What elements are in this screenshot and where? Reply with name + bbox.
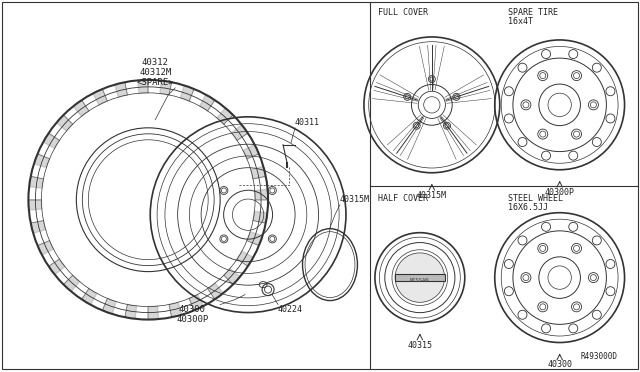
Text: SPARE TIRE: SPARE TIRE	[508, 8, 557, 17]
Text: 16X6.5JJ: 16X6.5JJ	[508, 203, 548, 212]
Polygon shape	[102, 298, 116, 314]
Polygon shape	[237, 251, 253, 266]
Text: 40315M: 40315M	[417, 191, 447, 200]
Text: <SPARE>: <SPARE>	[136, 78, 174, 87]
Polygon shape	[31, 221, 45, 233]
Text: FULL COVER: FULL COVER	[378, 8, 428, 17]
Text: R493000D: R493000D	[580, 353, 618, 362]
Text: 40312: 40312	[142, 58, 169, 67]
Polygon shape	[169, 302, 182, 317]
Polygon shape	[253, 211, 268, 223]
Polygon shape	[63, 275, 79, 292]
Polygon shape	[232, 125, 248, 140]
Text: 40300: 40300	[179, 305, 205, 314]
Polygon shape	[115, 82, 127, 97]
Text: 40300P: 40300P	[545, 188, 575, 197]
Text: 40300P: 40300P	[176, 315, 208, 324]
Polygon shape	[255, 189, 268, 200]
Text: 40224: 40224	[278, 305, 303, 314]
Polygon shape	[34, 154, 49, 167]
Polygon shape	[93, 89, 108, 105]
Polygon shape	[148, 306, 159, 320]
Polygon shape	[73, 100, 89, 116]
Polygon shape	[180, 86, 194, 101]
Polygon shape	[200, 94, 215, 111]
Text: 40315M: 40315M	[340, 195, 370, 204]
Bar	[395, 274, 445, 281]
Polygon shape	[207, 283, 223, 299]
Polygon shape	[28, 200, 42, 210]
Text: 40315: 40315	[407, 340, 433, 350]
Circle shape	[395, 253, 445, 302]
Polygon shape	[251, 166, 266, 179]
Polygon shape	[82, 289, 97, 305]
Polygon shape	[189, 295, 204, 310]
Polygon shape	[247, 232, 262, 246]
Polygon shape	[125, 305, 136, 319]
Polygon shape	[56, 115, 73, 131]
Text: STEEL WHEEL: STEEL WHEEL	[508, 194, 563, 203]
Polygon shape	[138, 80, 148, 93]
Text: NISSAN: NISSAN	[410, 279, 429, 283]
Text: 40312M: 40312M	[139, 68, 172, 77]
Text: 40311: 40311	[295, 118, 320, 127]
Polygon shape	[243, 144, 259, 159]
Polygon shape	[224, 268, 240, 285]
Polygon shape	[217, 108, 233, 124]
Polygon shape	[29, 176, 44, 188]
Text: 40300: 40300	[547, 360, 572, 369]
Polygon shape	[49, 259, 65, 275]
Polygon shape	[43, 133, 60, 148]
Text: HALF COVER: HALF COVER	[378, 194, 428, 203]
Polygon shape	[38, 241, 54, 255]
Polygon shape	[160, 81, 172, 95]
Text: 16x4T: 16x4T	[508, 17, 532, 26]
